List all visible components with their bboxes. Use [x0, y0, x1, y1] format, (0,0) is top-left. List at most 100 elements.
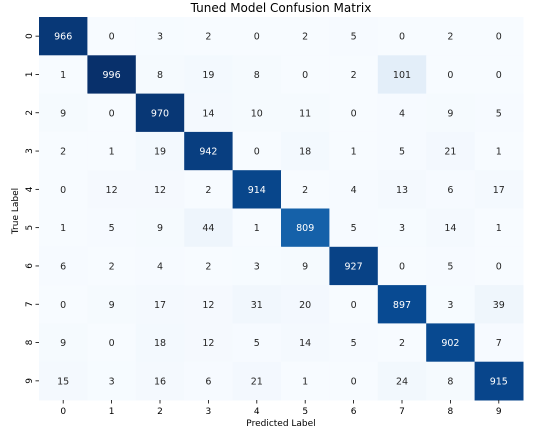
heatmap-cell	[426, 361, 476, 401]
heatmap-cell	[281, 361, 330, 401]
heatmap-cell	[39, 246, 88, 286]
heatmap-cell	[377, 170, 427, 209]
heatmap-cell	[329, 93, 379, 133]
heatmap-cell	[39, 285, 88, 324]
heatmap-cell	[135, 323, 185, 363]
heatmap-cell	[377, 131, 427, 171]
heatmap-cell	[39, 93, 88, 133]
cell-value-label: 966	[54, 32, 72, 43]
cell-value-label: 5	[496, 108, 502, 119]
cell-value-label: 12	[202, 338, 214, 349]
heatmap-cell	[184, 208, 234, 248]
cell-value-label: 0	[496, 70, 502, 81]
heatmap-cell	[184, 131, 234, 171]
heatmap-cell	[329, 246, 379, 286]
heatmap-cell	[281, 131, 330, 171]
cell-value-label: 2	[399, 338, 405, 349]
heatmap-cell	[426, 131, 476, 171]
heatmap-cell	[232, 17, 282, 56]
heatmap-cell	[426, 323, 476, 363]
cell-value-label: 9	[109, 300, 115, 311]
cell-value-label: 18	[154, 338, 166, 349]
heatmap-cell	[281, 17, 330, 56]
heatmap-cell	[281, 208, 330, 248]
heatmap-cell	[135, 55, 185, 95]
cell-value-label: 7	[496, 338, 502, 349]
heatmap-cell	[377, 93, 427, 133]
y-tick-label: 3	[25, 148, 35, 154]
cell-value-label: 5	[351, 338, 357, 349]
cell-value-label: 2	[302, 32, 308, 43]
x-tick-label: 5	[302, 407, 308, 417]
heatmap-cell	[232, 361, 282, 401]
heatmap-cell	[39, 208, 88, 248]
heatmap-cell	[329, 323, 379, 363]
cell-value-label: 2	[205, 185, 211, 196]
heatmap-cell	[39, 361, 88, 401]
heatmap-cell	[377, 361, 427, 401]
y-axis: 0 1 2 3 4 5 6 7 8 9	[25, 33, 39, 384]
cell-value-label: 4	[399, 108, 405, 119]
heatmap-cell	[87, 170, 137, 209]
cell-value-label: 927	[345, 261, 363, 272]
heatmap-cell	[87, 55, 137, 95]
heatmap-cell	[329, 361, 379, 401]
cell-value-label: 101	[393, 70, 411, 81]
cell-value-label: 2	[351, 70, 357, 81]
heatmap-cell	[474, 93, 524, 133]
heatmap-cell	[39, 55, 88, 95]
cell-value-label: 0	[60, 300, 66, 311]
heatmap-cell	[184, 285, 234, 324]
heatmap-cell	[232, 93, 282, 133]
heatmap-cells: 966 0 3 2 0 2 5 0 2 01 996 8 19 8 0 2 101 0 09 0 970 14 10 11 0 4…	[39, 17, 524, 401]
x-tick-label: 7	[399, 407, 405, 417]
cell-value-label: 16	[154, 376, 166, 387]
heatmap-cell	[232, 55, 282, 95]
heatmap-cell	[377, 208, 427, 248]
cell-value-label: 0	[351, 376, 357, 387]
heatmap-cell	[426, 93, 476, 133]
cell-value-label: 3	[399, 223, 405, 234]
cell-value-label: 21	[251, 376, 263, 387]
heatmap-cell	[184, 170, 234, 209]
cell-value-label: 9	[302, 261, 308, 272]
cell-value-label: 19	[154, 147, 166, 158]
cell-value-label: 1	[496, 223, 502, 234]
heatmap-cell	[135, 17, 185, 56]
heatmap-cell	[329, 285, 379, 324]
cell-value-label: 942	[199, 147, 217, 158]
x-tick-label: 1	[109, 407, 115, 417]
cell-value-label: 8	[254, 70, 260, 81]
cell-value-label: 8	[447, 376, 453, 387]
cell-value-label: 8	[157, 70, 163, 81]
cell-value-label: 1	[60, 70, 66, 81]
cell-value-label: 6	[60, 261, 66, 272]
heatmap-cell	[474, 131, 524, 171]
cell-value-label: 809	[296, 223, 314, 234]
cell-value-label: 0	[351, 108, 357, 119]
cell-value-label: 19	[202, 70, 214, 81]
heatmap-cell	[377, 323, 427, 363]
cell-value-label: 11	[299, 108, 311, 119]
heatmap-cell	[426, 55, 476, 95]
cell-value-label: 902	[441, 338, 459, 349]
y-tick-label: 9	[25, 378, 35, 384]
heatmap-cell	[377, 17, 427, 56]
heatmap-cell	[184, 323, 234, 363]
y-tick-label: 4	[25, 186, 35, 192]
cell-value-label: 914	[248, 185, 266, 196]
heatmap-cell	[135, 246, 185, 286]
heatmap-cell	[426, 208, 476, 248]
heatmap-cell	[184, 17, 234, 56]
cell-value-label: 0	[109, 338, 115, 349]
cell-value-label: 0	[447, 70, 453, 81]
cell-value-label: 9	[60, 108, 66, 119]
heatmap-cell	[232, 208, 282, 248]
heatmap-cell	[377, 285, 427, 324]
cell-value-label: 0	[302, 70, 308, 81]
cell-value-label: 0	[60, 185, 66, 196]
cell-value-label: 897	[393, 300, 411, 311]
cell-value-label: 6	[205, 376, 211, 387]
cell-value-label: 0	[351, 300, 357, 311]
